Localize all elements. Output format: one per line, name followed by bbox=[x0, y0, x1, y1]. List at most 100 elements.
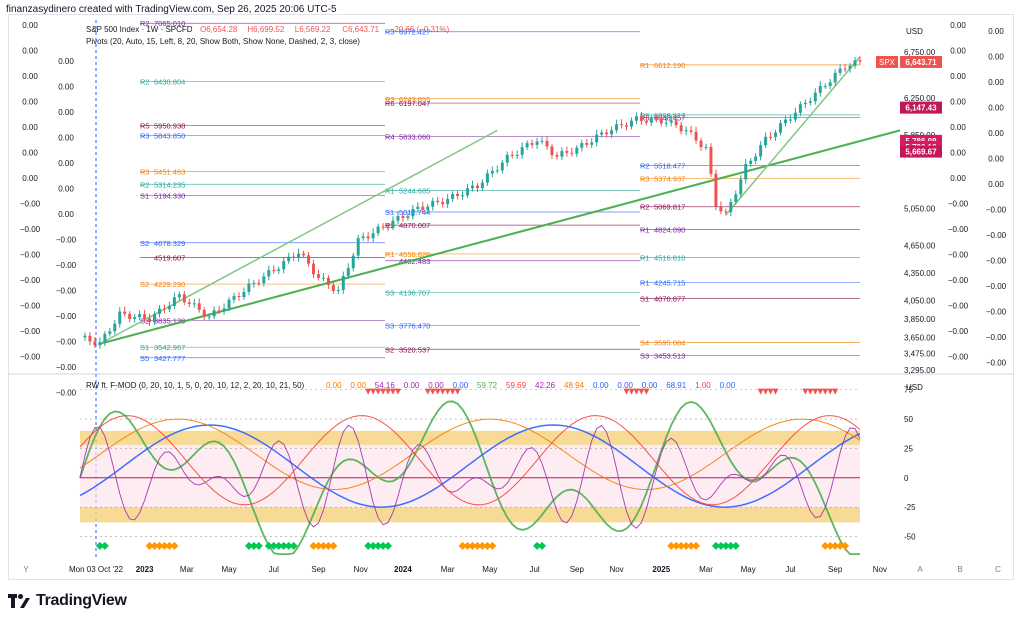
candle-body bbox=[823, 86, 827, 88]
sell-signal-triangle bbox=[449, 388, 456, 395]
signal-diamond bbox=[145, 541, 154, 550]
candle-body bbox=[709, 147, 713, 174]
sell-signal-triangle bbox=[394, 388, 401, 395]
candle-body bbox=[212, 310, 216, 317]
x-start-label: Mon 03 Oct '22 bbox=[69, 565, 124, 574]
bottom-letter: C bbox=[995, 565, 1001, 574]
pivot-value: 3453.513 bbox=[654, 351, 685, 360]
candle-body bbox=[779, 123, 782, 133]
candle-body bbox=[431, 200, 435, 207]
candle-body bbox=[426, 206, 430, 210]
candle-body bbox=[858, 60, 862, 62]
pivot-name: R1 bbox=[385, 187, 395, 196]
osc-currency-label: USD bbox=[906, 383, 923, 392]
pivot-value: 4516.810 bbox=[654, 254, 685, 263]
right-axis-label-2: 0.00 bbox=[988, 155, 1004, 164]
candle-body bbox=[316, 274, 320, 278]
candle-body bbox=[118, 311, 122, 324]
pivot-value: 5843.850 bbox=[154, 132, 185, 141]
pivot-name: R2 bbox=[140, 78, 150, 87]
signal-diamond bbox=[533, 541, 542, 550]
osc-label: RW ft. F-MOD (0, 20, 10, 1, 5, 0, 20, 10… bbox=[86, 381, 305, 390]
signal-diamond bbox=[826, 541, 835, 550]
pivot-name: R5 bbox=[640, 113, 650, 122]
candle-body bbox=[550, 146, 554, 156]
signal-diamond bbox=[244, 541, 253, 550]
candle-body bbox=[222, 308, 226, 311]
candle-body bbox=[744, 163, 748, 180]
candle-body bbox=[336, 289, 340, 291]
candle-body bbox=[669, 120, 673, 123]
osc-tick-label: -25 bbox=[904, 503, 916, 512]
tradingview-logo[interactable]: TradingView bbox=[8, 592, 127, 610]
candle-body bbox=[177, 294, 181, 298]
candle-body bbox=[515, 154, 519, 156]
sell-signal-triangle bbox=[633, 388, 640, 395]
osc-series-line bbox=[79, 424, 861, 529]
pivot-name: R2 bbox=[640, 161, 650, 170]
candle-body bbox=[848, 65, 852, 69]
candle-body bbox=[560, 151, 564, 157]
signal-diamond bbox=[314, 541, 323, 550]
pivot-value: 5833.060 bbox=[399, 133, 430, 142]
pivot-value: 3542.967 bbox=[154, 343, 185, 352]
candle-body bbox=[262, 276, 266, 284]
signal-diamond bbox=[284, 541, 293, 550]
pivot-value: 3520.537 bbox=[399, 345, 430, 354]
left-axis-label-2: 0.00 bbox=[58, 134, 74, 143]
candle-body bbox=[153, 313, 157, 323]
candle-body bbox=[500, 162, 504, 171]
candle-body bbox=[197, 303, 201, 310]
right-axis-label: −0.00 bbox=[948, 276, 969, 285]
pivot-name: R4 bbox=[385, 133, 395, 142]
x-tick-label: Sep bbox=[311, 565, 326, 574]
candle-body bbox=[555, 155, 559, 157]
candle-body bbox=[565, 151, 569, 153]
candle-body bbox=[490, 170, 494, 174]
x-tick-label: Sep bbox=[570, 565, 585, 574]
left-axis-label-2: −0.00 bbox=[56, 287, 77, 296]
chart-frame bbox=[8, 14, 1014, 580]
candle-body bbox=[510, 154, 514, 156]
right-axis-label-2: 0.00 bbox=[988, 129, 1004, 138]
signal-diamond bbox=[329, 541, 338, 550]
sell-signal-triangle bbox=[827, 388, 834, 395]
candle-body bbox=[570, 152, 574, 154]
candle-body bbox=[93, 341, 97, 346]
x-tick-label: Nov bbox=[609, 565, 623, 574]
signal-diamond bbox=[95, 541, 104, 550]
candle-body bbox=[257, 282, 261, 284]
x-tick-label: Mar bbox=[699, 565, 713, 574]
pivot-value: 5518.477 bbox=[654, 161, 685, 170]
candle-body bbox=[749, 160, 753, 164]
sell-signal-triangle bbox=[812, 388, 819, 395]
price-tick-label: 3,295.00 bbox=[904, 366, 936, 375]
signal-diamond bbox=[165, 541, 174, 550]
candle-body bbox=[649, 118, 653, 123]
pivot-value: 5069.817 bbox=[654, 203, 685, 212]
candle-body bbox=[366, 236, 370, 239]
candle-body bbox=[456, 193, 460, 197]
candle-body bbox=[828, 82, 832, 87]
pivot-name: R1 bbox=[640, 61, 650, 70]
right-axis-label: 0.00 bbox=[950, 21, 966, 30]
signal-diamond bbox=[716, 541, 725, 550]
candle-body bbox=[83, 335, 87, 338]
sell-signal-triangle bbox=[628, 388, 635, 395]
pivot-value: 4824.090 bbox=[654, 225, 685, 234]
candle-body bbox=[540, 140, 544, 142]
pivot-value: 6430.804 bbox=[154, 78, 185, 87]
sell-signal-triangle bbox=[389, 388, 396, 395]
candle-body bbox=[843, 68, 847, 70]
candle-body bbox=[525, 143, 529, 148]
pivot-value: 5244.685 bbox=[399, 187, 430, 196]
candle-body bbox=[326, 277, 330, 286]
signal-diamond bbox=[274, 541, 283, 550]
candle-body bbox=[138, 314, 142, 318]
pivot-value: 5374.937 bbox=[654, 175, 685, 184]
left-axis-label: −0.00 bbox=[20, 225, 41, 234]
pivot-value: 4519.607 bbox=[154, 253, 185, 262]
sell-signal-triangle bbox=[365, 388, 372, 395]
price-badge-bg bbox=[900, 145, 942, 158]
